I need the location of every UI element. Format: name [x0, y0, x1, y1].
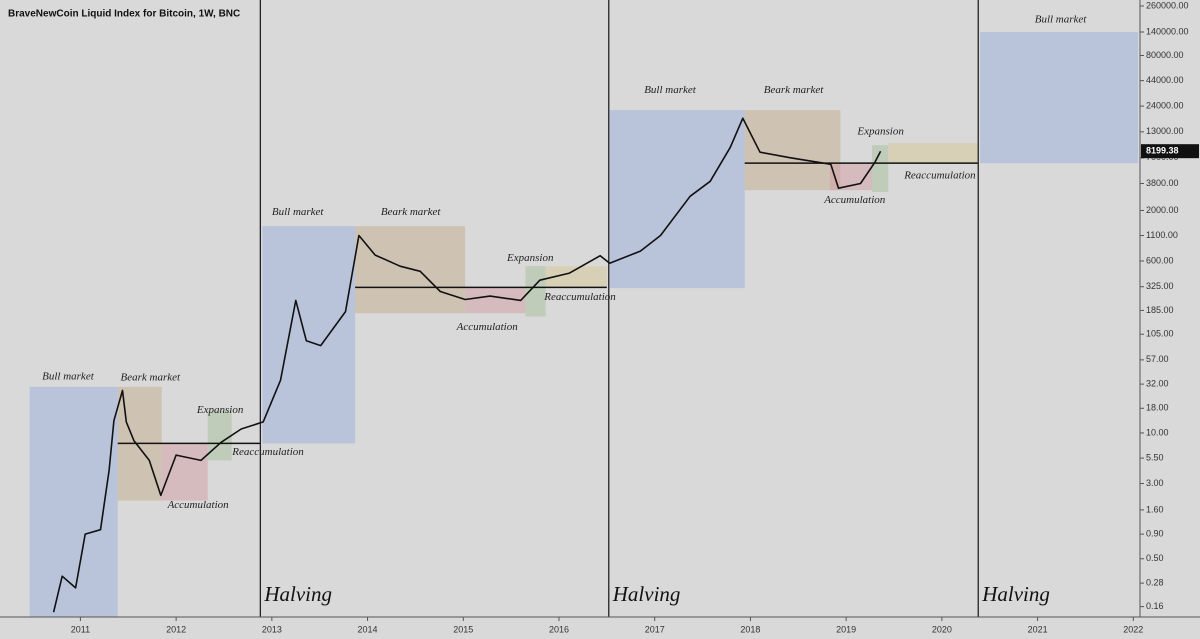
x-tick-label: 2017	[645, 624, 665, 634]
phase-label: Reaccumulation	[903, 170, 976, 182]
x-tick-label: 2019	[836, 624, 856, 634]
phase-label: Accumulation	[167, 499, 230, 511]
x-tick-label: 2013	[262, 624, 282, 634]
x-tick-label: 2011	[71, 624, 90, 634]
x-tick-label: 2020	[932, 624, 952, 634]
x-tick-label: 2018	[740, 624, 760, 634]
phase-region	[29, 386, 118, 617]
x-tick-label: 2015	[453, 624, 473, 634]
y-tick-label: 2000.00	[1146, 205, 1179, 215]
y-tick-label: 185.00	[1146, 305, 1174, 315]
halving-label: Halving	[263, 582, 332, 606]
phase-region	[888, 143, 979, 164]
phase-label: Expansion	[196, 404, 244, 416]
phase-label: Reaccumulation	[231, 446, 304, 458]
phase-label: Bull market	[272, 206, 325, 218]
y-tick-label: 0.28	[1146, 578, 1164, 588]
y-tick-label: 140000.00	[1146, 26, 1189, 36]
phase-label: Beark market	[764, 84, 825, 96]
y-tick-label: 105.00	[1146, 329, 1174, 339]
y-tick-label: 1100.00	[1146, 230, 1178, 240]
y-tick-label: 3.00	[1146, 478, 1164, 488]
y-tick-label: 80000.00	[1146, 50, 1184, 60]
phase-label: Bull market	[644, 84, 697, 96]
phase-region	[161, 443, 208, 501]
x-tick-label: 2021	[1028, 624, 1048, 634]
y-tick-label: 1.60	[1146, 504, 1164, 514]
halving-label: Halving	[981, 582, 1050, 606]
price-line	[52, 117, 882, 613]
plot-area: Halving Halving Halving Bull market Beark ma…	[29, 0, 1139, 617]
y-tick-label: 13000.00	[1146, 126, 1184, 136]
y-tick-label: 5.50	[1146, 452, 1164, 462]
y-tick-label: 325.00	[1146, 281, 1174, 291]
phase-label: Accumulation	[823, 194, 886, 206]
y-tick-label: 18.00	[1146, 403, 1169, 413]
phase-label: Beark market	[381, 206, 442, 218]
y-tick-label: 0.16	[1146, 601, 1164, 611]
phase-label: Bull market	[42, 370, 95, 382]
phase-region	[262, 226, 356, 444]
phase-label: Accumulation	[456, 321, 519, 333]
x-tick-label: 2012	[166, 624, 186, 634]
phase-label: Beark market	[120, 372, 181, 384]
y-tick-label: 0.90	[1146, 528, 1164, 538]
x-tick-label: 2022	[1123, 624, 1143, 634]
phase-label: Expansion	[856, 126, 904, 138]
y-tick-label: 10.00	[1146, 427, 1169, 437]
phase-label: Reaccumulation	[543, 291, 616, 303]
x-tick-label: 2016	[549, 624, 569, 634]
phase-label: Bull market	[1035, 14, 1088, 26]
phase-region	[744, 110, 841, 191]
phase-region	[545, 266, 607, 288]
x-tick-label: 2014	[358, 624, 378, 634]
y-tick-label: 24000.00	[1146, 100, 1184, 110]
phase-region	[609, 110, 745, 289]
y-tick-label: 600.00	[1146, 255, 1174, 265]
y-tick-label: 0.50	[1146, 553, 1164, 563]
phase-label: Expansion	[506, 252, 554, 264]
y-tick-label: 260000.00	[1146, 0, 1189, 10]
y-tick-label: 32.00	[1146, 378, 1169, 388]
y-tick-label: 44000.00	[1146, 75, 1184, 85]
phase-region	[207, 410, 232, 461]
phase-region	[871, 145, 889, 193]
y-tick-label: 57.00	[1146, 354, 1169, 364]
last-price-label: 8199.38	[1146, 146, 1179, 156]
y-tick-label: 3800.00	[1146, 178, 1179, 188]
phase-region	[355, 226, 466, 314]
phase-region	[525, 266, 546, 317]
chart-title: BraveNewCoin Liquid Index for Bitcoin, 1…	[8, 9, 240, 20]
last-price-box	[1141, 144, 1199, 159]
phase-region	[980, 32, 1139, 164]
halving-label: Halving	[612, 582, 681, 606]
